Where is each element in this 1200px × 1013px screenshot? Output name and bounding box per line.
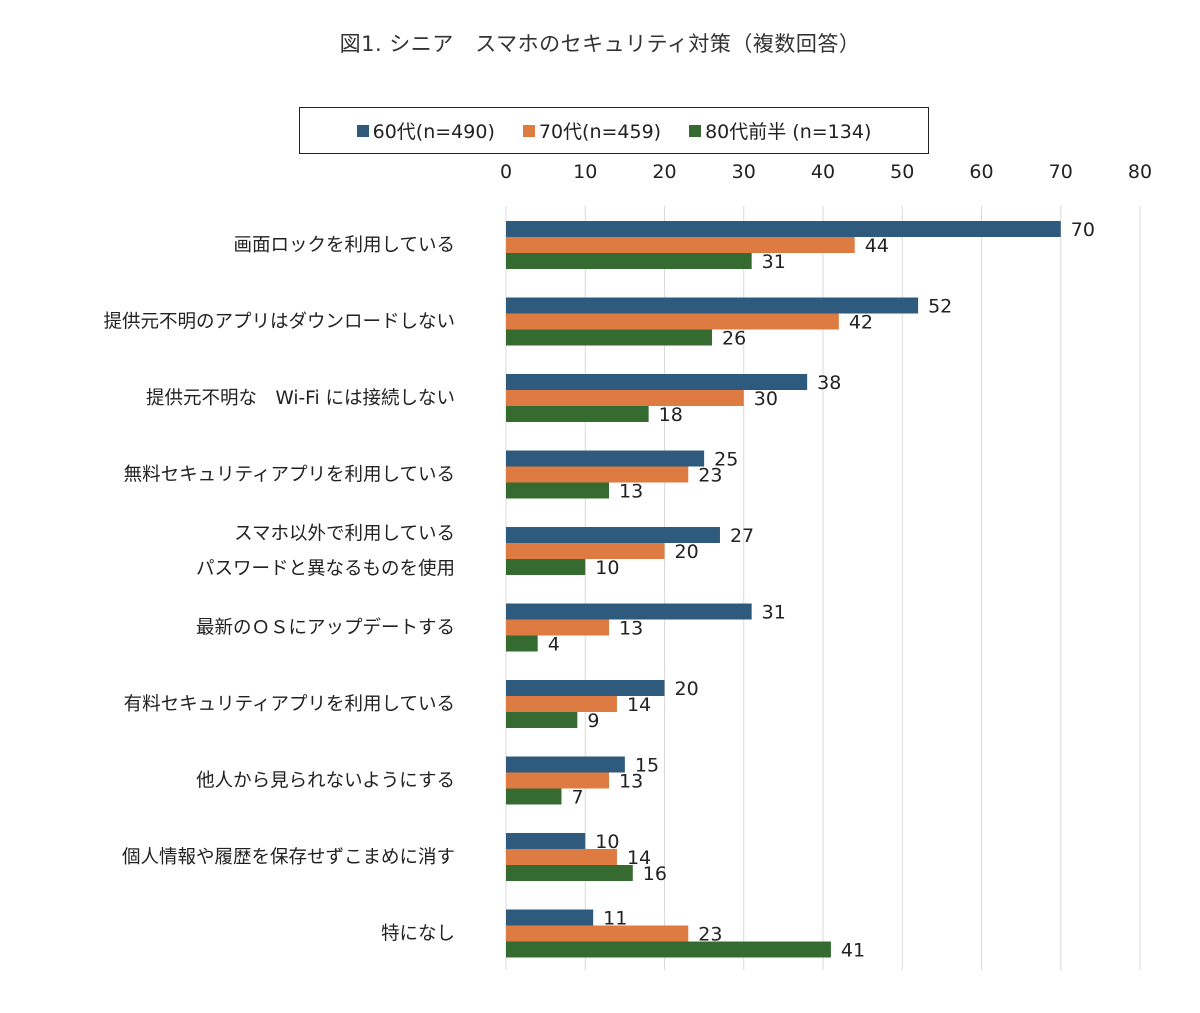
bar xyxy=(506,527,720,543)
data-labels: 7044315242263830182523132720103113420149… xyxy=(548,219,1095,962)
data-label: 16 xyxy=(643,863,667,885)
data-label: 23 xyxy=(698,924,722,946)
data-label: 13 xyxy=(619,618,643,640)
data-label: 10 xyxy=(595,831,619,853)
x-tick-label: 30 xyxy=(732,161,756,183)
category-label: 特になし xyxy=(381,924,455,945)
data-label: 38 xyxy=(817,372,841,394)
bar xyxy=(506,543,665,559)
data-label: 31 xyxy=(762,251,786,273)
bar xyxy=(506,603,752,620)
data-label: 41 xyxy=(841,940,865,962)
legend-item-70s: 70代(n=459) xyxy=(522,117,662,144)
data-label: 18 xyxy=(659,404,683,426)
x-tick-label: 50 xyxy=(890,161,914,183)
data-label: 44 xyxy=(865,235,889,257)
data-label: 9 xyxy=(587,710,599,732)
data-label: 14 xyxy=(627,694,651,716)
data-label: 31 xyxy=(762,602,786,624)
category-label: 画面ロックを利用している xyxy=(234,235,455,256)
bar xyxy=(506,313,839,330)
data-label: 52 xyxy=(928,296,952,318)
bar xyxy=(506,680,665,696)
bar xyxy=(506,559,586,575)
bar xyxy=(506,635,538,652)
bar xyxy=(506,482,610,499)
bar xyxy=(506,788,562,805)
x-tick-label: 80 xyxy=(1128,161,1152,183)
data-label: 23 xyxy=(698,465,722,487)
category-label: 個人情報や履歴を保存せずこまめに消す xyxy=(122,847,455,868)
bar xyxy=(506,466,689,483)
legend: 60代(n=490) 70代(n=459) 80代前半 (n=134) xyxy=(299,107,929,154)
chart-title: 図1. シニア スマホのセキュリティ対策（複数回答） xyxy=(339,32,861,56)
data-label: 70 xyxy=(1071,219,1095,241)
data-label: 42 xyxy=(849,312,873,334)
data-label: 13 xyxy=(619,481,643,503)
category-label: 最新のＯＳにアップデートする xyxy=(196,618,455,639)
bar xyxy=(506,909,594,926)
data-label: 7 xyxy=(571,787,583,809)
legend-label-80s: 80代前半 (n=134) xyxy=(705,121,872,143)
category-label: 有料セキュリティアプリを利用している xyxy=(124,694,455,715)
x-axis-ticks: 0 10 20 30 40 50 60 70 80 xyxy=(500,161,1152,183)
bar xyxy=(506,450,705,467)
data-label: 27 xyxy=(730,525,754,547)
bar xyxy=(506,619,610,636)
bar xyxy=(506,237,855,253)
bar xyxy=(506,865,633,881)
x-tick-label: 60 xyxy=(969,161,993,183)
legend-swatch-60s xyxy=(356,124,369,137)
data-label: 30 xyxy=(754,388,778,410)
data-label: 4 xyxy=(548,634,560,656)
category-label: 他人から見られないようにする xyxy=(196,771,455,792)
bar xyxy=(506,297,919,314)
data-label: 25 xyxy=(714,449,738,471)
x-tick-label: 40 xyxy=(811,161,835,183)
bar xyxy=(506,772,610,789)
bar xyxy=(506,849,617,865)
bar xyxy=(506,833,586,849)
x-tick-label: 20 xyxy=(652,161,676,183)
category-label: 提供元不明な Wi-Fi には接続しない xyxy=(146,388,455,409)
data-label: 20 xyxy=(675,541,699,563)
bar xyxy=(506,406,649,422)
data-label: 20 xyxy=(675,678,699,700)
bar xyxy=(506,329,713,346)
legend-item-60s: 60代(n=490) xyxy=(356,117,495,144)
data-label: 15 xyxy=(635,755,659,777)
x-tick-label: 70 xyxy=(1049,161,1073,183)
legend-label-70s: 70代(n=459) xyxy=(538,121,662,143)
x-tick-label: 10 xyxy=(573,161,597,183)
data-label: 10 xyxy=(595,557,619,579)
category-label: パスワードと異なるものを使用 xyxy=(196,559,455,580)
legend-item-80s: 80代前半 (n=134) xyxy=(689,117,871,144)
legend-label-60s: 60代(n=490) xyxy=(372,121,495,143)
category-label: スマホ以外で利用している xyxy=(234,524,455,545)
bar xyxy=(506,756,625,773)
bar xyxy=(506,925,689,942)
data-label: 14 xyxy=(627,847,651,869)
data-label: 13 xyxy=(619,771,643,793)
bar xyxy=(506,253,752,269)
bars xyxy=(506,221,1061,958)
legend-swatch-70s xyxy=(522,124,535,137)
legend-swatch-80s xyxy=(689,124,702,137)
bar xyxy=(506,390,744,406)
x-tick-label: 0 xyxy=(500,161,512,183)
data-label: 26 xyxy=(722,328,746,350)
bar xyxy=(506,374,808,390)
category-label: 提供元不明のアプリはダウンロードしない xyxy=(103,312,455,333)
category-label: 無料セキュリティアプリを利用している xyxy=(124,465,455,486)
bar xyxy=(506,221,1061,237)
data-label: 11 xyxy=(603,908,627,930)
bar xyxy=(506,696,617,712)
bar xyxy=(506,941,831,958)
bar xyxy=(506,712,578,728)
